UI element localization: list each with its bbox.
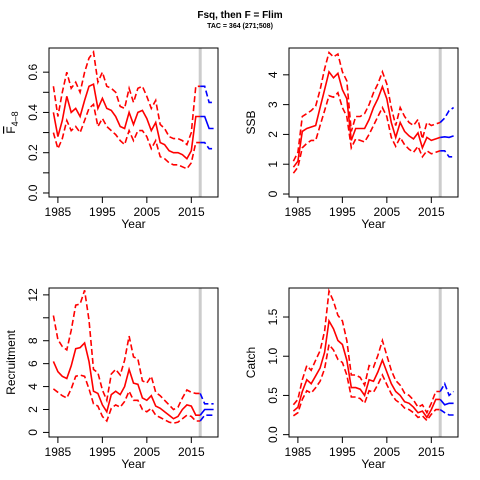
ssb-x-tick-label: 2015: [418, 205, 445, 219]
catch-plot-frame: [288, 287, 459, 438]
ssb-y-tick-label: 2: [266, 131, 280, 138]
fbar-plot-frame: [48, 47, 219, 198]
ssb-plot-frame: [288, 47, 459, 198]
recruitment-y-tick-label: 8: [26, 337, 40, 344]
ssb-projection-lower-line: [440, 150, 454, 158]
recruitment-history-median-line: [52, 341, 201, 420]
catch-y-tick-label: 1.5: [266, 308, 280, 325]
fbar-x-tick-label: 2005: [133, 205, 160, 219]
ssb-history-lower-line: [292, 91, 441, 174]
fbar-x-tick-label: 1985: [45, 205, 72, 219]
recruitment-projection-lower-line: [199, 414, 214, 422]
ssb-history-upper-line: [292, 50, 441, 162]
fbar-y-axis-label: F4–8: [4, 111, 20, 133]
catch-x-tick-label: 1985: [285, 445, 312, 459]
ssb-y-axis-label-main: SSB: [244, 110, 258, 134]
catch-history-lower-line: [292, 342, 441, 422]
ssb-panel: 1985 1995 2005 2015 0 1 2 3 4 Year SSB: [244, 47, 459, 231]
ssb-x-axis-label: Year: [361, 217, 385, 231]
fbar-y-axis-label-subscript: 4–8: [10, 111, 20, 126]
ssb-x-tick-label: 1995: [329, 205, 356, 219]
fbar-y-tick-label: 0.2: [26, 144, 40, 161]
catch-panel: 1985 1995 2005 2015 0.0 0.5 1.0 1.5 Year Catch: [244, 287, 459, 471]
fbar-x-tick-label: 2015: [178, 205, 205, 219]
catch-y-axis-label: Catch: [244, 347, 258, 378]
catch-x-tick-label: 1995: [329, 445, 356, 459]
ssb-y-tick-label: 1: [266, 161, 280, 168]
fbar-projection-lower-line: [200, 141, 214, 150]
recruitment-y-axis-label-main: Recruitment: [4, 329, 18, 394]
fbar-history-median-line: [52, 83, 201, 160]
catch-history-median-line: [292, 318, 441, 419]
catch-projection-median-line: [439, 398, 454, 406]
recruitment-plot-frame: [48, 287, 219, 438]
ssb-x-tick-label: 2005: [373, 205, 400, 219]
figure-subtitle: TAC = 364 (271;508): [207, 23, 273, 30]
ssb-projection-upper-line: [439, 106, 455, 124]
recruitment-x-axis-label: Year: [121, 457, 145, 471]
recruitment-y-tick-label: 6: [26, 360, 40, 367]
recruitment-x-tick-label: 2015: [178, 445, 205, 459]
fbar-y-tick-label: 0.0: [26, 184, 40, 201]
recruitment-history-upper-line: [52, 290, 201, 411]
catch-x-tick-label: 2015: [418, 445, 445, 459]
fbar-y-axis-label-main: F: [4, 126, 18, 133]
fbar-y-tick-label: 0.6: [26, 63, 40, 80]
ssb-y-tick-label: 3: [266, 101, 280, 108]
catch-y-tick-label: 0.0: [266, 426, 280, 443]
recruitment-panel: 1985 1995 2005 2015 0 2 4 6 8 12 Year Recruitment: [4, 287, 219, 471]
fbar-history-lower-line: [52, 102, 201, 170]
fbar-panel: 1985 1995 2005 2015 0.0 0.2 0.4 0.6 Year F4–8: [4, 47, 219, 231]
recruitment-history-lower-line: [52, 374, 201, 425]
ssb-projection-median-line: [440, 135, 454, 139]
catch-y-axis-label-main: Catch: [244, 347, 258, 378]
recruitment-y-tick-label: 2: [26, 406, 40, 413]
catch-projection-upper-line: [439, 381, 455, 397]
recruitment-y-axis-label: Recruitment: [4, 329, 18, 394]
ssb-history-median-line: [292, 69, 441, 168]
recruitment-x-tick-label: 1995: [89, 445, 116, 459]
fbar-y-tick-label: 0.4: [26, 104, 40, 121]
ssb-y-tick-label: 0: [266, 190, 280, 197]
recruitment-y-tick-label: 0: [26, 429, 40, 436]
recruitment-y-tick-label: 4: [26, 383, 40, 390]
figure-title: Fsq, then F = Flim: [197, 10, 283, 21]
catch-projection-lower-line: [439, 408, 454, 416]
ssb-y-axis-label: SSB: [244, 110, 258, 134]
fbar-history-upper-line: [52, 49, 201, 146]
recruitment-y-tick-label: 12: [26, 288, 40, 302]
recruitment-x-tick-label: 2005: [133, 445, 160, 459]
catch-x-tick-label: 2005: [373, 445, 400, 459]
recruitment-projection-upper-line: [199, 393, 214, 405]
fbar-projection-upper-line: [200, 85, 214, 104]
fbar-x-tick-label: 1995: [89, 205, 116, 219]
fbar-projection-median-line: [200, 115, 214, 130]
catch-y-tick-label: 0.5: [266, 387, 280, 404]
recruitment-projection-median-line: [199, 408, 214, 416]
catch-x-axis-label: Year: [361, 457, 385, 471]
catch-y-tick-label: 1.0: [266, 348, 280, 365]
catch-history-upper-line: [292, 288, 441, 415]
recruitment-x-tick-label: 1985: [45, 445, 72, 459]
ssb-y-tick-label: 4: [266, 71, 280, 78]
fbar-x-axis-label: Year: [121, 217, 145, 231]
ssb-x-tick-label: 1985: [285, 205, 312, 219]
